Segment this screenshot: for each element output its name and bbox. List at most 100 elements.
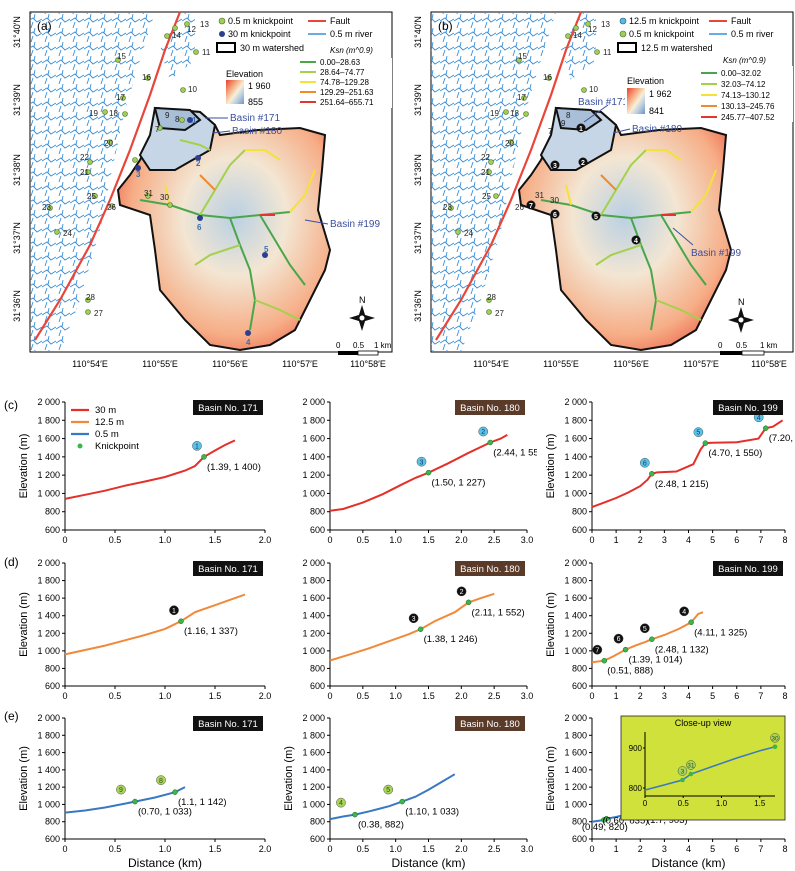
ksn-class-label: 245.77–407.52 <box>721 113 775 122</box>
x-tick-label: 0 <box>589 691 594 701</box>
x-tick-label: 1 <box>614 691 619 701</box>
knickpoint-marker <box>762 425 769 431</box>
y-tick-label: 1 400 <box>37 611 60 621</box>
knickpoint-label: 3 <box>553 163 557 170</box>
y-tick-label: 1 200 <box>564 782 587 792</box>
panel-label-b: (b) <box>438 19 453 33</box>
x-tick-label: 2.0 <box>455 535 468 545</box>
y-tick-label: 800 <box>45 507 60 517</box>
site-label: 25 <box>87 192 96 201</box>
scalebar-label: 0 <box>718 341 723 350</box>
y-tick-label: 1 400 <box>302 765 325 775</box>
profile-plot-d-199: 600 800 1 000 1 200 1 400 1 600 1 800 2 000 0 1 2 3… <box>545 558 788 701</box>
y-tick-label: 2 000 <box>302 558 325 568</box>
scale-bar: 0 0.5 1 km <box>336 341 392 356</box>
x-tick-label: 0.5 <box>109 535 122 545</box>
basin-badge <box>193 561 263 576</box>
knickpoint-badge <box>613 633 624 644</box>
ksn-class-label: 32.03–74.12 <box>721 80 766 89</box>
profile-plot-d-180: 600 800 1 000 1 200 1 400 1 600 1 800 2 000 0 0.5… <box>302 558 533 701</box>
x-tick-label: 4 <box>686 844 691 854</box>
scalebar-label: 0.5 <box>353 341 365 350</box>
legend-top-box <box>217 13 391 57</box>
knickpoint-badge <box>456 586 467 597</box>
closeup-inset: Close-up view 800 900 0 0.5 1.0 1.5 331 30 <box>620 715 786 821</box>
y-tick-label: 800 <box>572 663 587 673</box>
knickpoints-0.5m <box>448 21 600 315</box>
series-line <box>329 773 456 821</box>
site-label: 30 <box>550 196 559 205</box>
y-tick-label: 2 000 <box>302 713 325 723</box>
knickpoint-coord-label: (0.70, 1 033) <box>138 807 192 818</box>
site-label: 9 <box>561 119 566 128</box>
y-tick-label: 800 <box>310 817 325 827</box>
y-tick-label: 1 000 <box>564 799 587 809</box>
lon-tick: 110°58′E <box>751 359 787 369</box>
basin-badge-label: Basin No. 171 <box>198 719 258 730</box>
basin-180-callout: Basin #180 <box>232 126 282 137</box>
site-label: 18 <box>109 109 118 118</box>
knickpoint-marker <box>702 440 709 446</box>
ksn-title: Ksn (m^0.9) <box>330 46 373 55</box>
knickpoint-marker <box>352 811 358 818</box>
x-tick-label: 1.5 <box>209 691 222 701</box>
knickpoint-marker <box>601 657 608 664</box>
knickpoint-coord-label: (1.39, 1 400) <box>207 462 261 473</box>
site-label: 12 <box>588 25 597 34</box>
y-tick-label: 1 200 <box>37 470 60 480</box>
y-tick-label: 2 000 <box>37 397 60 407</box>
x-tick-label: 0 <box>589 535 594 545</box>
map-a-svg: 1 2 3 4 5 6 13 12 14 11 15 10 16 17 18 1… <box>12 11 393 369</box>
knickpoint-label: 4 <box>634 238 638 245</box>
x-tick-label: 7 <box>758 535 763 545</box>
knickpoint-badge <box>592 644 603 655</box>
elevation-ramp <box>226 80 244 104</box>
legend-label: Knickpoint <box>95 441 139 452</box>
legend-label: 30 m <box>95 405 116 416</box>
knickpoint-badge-label: 2 <box>481 429 485 436</box>
y-tick-label: 1 800 <box>302 415 325 425</box>
x-tick-label: 1.0 <box>159 844 172 854</box>
site-label: 31 <box>144 189 153 198</box>
lat-tick: 31°36′N <box>12 290 22 322</box>
legend-line-label: Fault <box>330 16 351 26</box>
closeup-bg <box>620 715 786 821</box>
knickpoint-badge-label: 1 <box>172 608 176 615</box>
row-labels: (c) (d) (e) <box>4 398 19 723</box>
x-tick-label: 0.5 <box>109 844 122 854</box>
knickpoint-badge-label: 2 <box>460 589 464 596</box>
knickpoint-marker <box>603 815 610 822</box>
y-tick-label: 1 600 <box>564 593 587 603</box>
profile-plot-e-199: 600 800 1 000 1 200 1 400 1 600 1 800 2 000 0 1 2 3… <box>545 713 788 870</box>
basin-199-callout: Basin #199 <box>691 248 741 259</box>
x-tick-label: 2.5 <box>488 691 501 701</box>
x-tick-label: 1.5 <box>422 844 435 854</box>
lat-tick: 31°37′N <box>12 222 22 254</box>
knickpoint-marker <box>649 636 655 643</box>
knickpoint-coord-label: (1.16, 1 337) <box>184 626 238 637</box>
y-tick-label: 1 400 <box>564 452 587 462</box>
closeup-title: Close-up view <box>675 718 732 728</box>
scalebar-label: 1 km <box>374 341 392 350</box>
ksn-class-label: 251.64–655.71 <box>320 98 374 107</box>
knickpoint-marker <box>649 471 655 477</box>
knickpoint-badge-label: 1 <box>195 443 199 450</box>
series-line <box>64 786 186 814</box>
site-label: 26 <box>107 203 116 212</box>
basin-badge-label: Basin No. 171 <box>198 403 258 414</box>
knickpoint-label: 3 <box>136 170 141 179</box>
knickpoint-marker <box>172 789 178 795</box>
legend-point-label: 0.5 m knickpoint <box>228 16 294 26</box>
x-tick-label: 1.5 <box>422 535 435 545</box>
knickpoint-coord-label: (0.60, 835) <box>602 816 648 827</box>
y-tick-label: 1 600 <box>564 434 587 444</box>
y-tick-label: 1 600 <box>564 748 587 758</box>
legend-line-label: Fault <box>731 16 752 26</box>
legend-swatch <box>77 443 83 449</box>
ksn-class-label: 129.29–251.63 <box>320 88 374 97</box>
elev-max: 1 960 <box>248 81 271 91</box>
knickpoint-coord-label: (2.11, 1 552) <box>472 607 525 618</box>
closeup-knickpoint <box>772 744 778 750</box>
river-network-north <box>561 12 596 80</box>
y-tick-label: 1 000 <box>564 646 587 656</box>
